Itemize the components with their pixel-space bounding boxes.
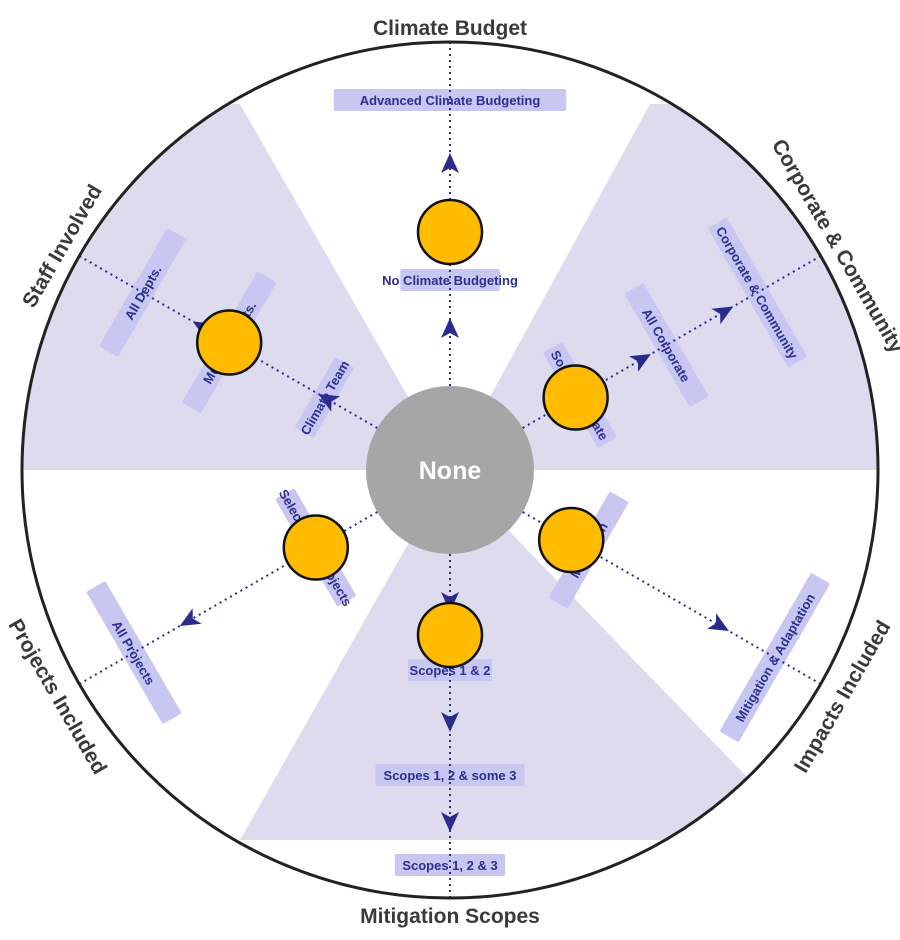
arrow-corporate-and-community-2 <box>711 306 734 325</box>
stage-band-all-corporate <box>625 283 709 407</box>
arrow-staff-involved-1 <box>318 394 341 412</box>
marker-mitigation-scopes <box>416 601 484 669</box>
stage-band-no-climate-budgeting <box>400 269 500 291</box>
arrow-climate-budget-2 <box>441 153 459 173</box>
arrow-corporate-and-community-1 <box>629 354 651 372</box>
axis-title-climate-budget: Climate Budget <box>373 17 527 40</box>
stage-label-no-climate-budgeting: No Climate Budgeting <box>382 273 518 288</box>
axis-title-mitigation-scopes: Mitigation Scopes <box>360 905 540 928</box>
arrow-projects-included-2 <box>179 608 202 626</box>
stage-band-all-projects <box>86 581 181 724</box>
arrow-mitigation-scopes-2 <box>441 712 459 732</box>
stage-label-scopes-1-2-and-some-3: Scopes 1, 2 & some 3 <box>384 768 517 783</box>
marker-impacts-included <box>537 506 605 574</box>
stage-band-mitigation-and-adaptation <box>720 573 830 742</box>
stage-label-scopes-1-2-and-3: Scopes 1, 2 & 3 <box>402 858 497 873</box>
marker-projects-included <box>282 514 350 581</box>
status-markers <box>195 198 609 669</box>
center-circle <box>366 386 534 554</box>
arrow-climate-budget-1 <box>441 318 459 338</box>
stage-band-scopes-1-2-and-3 <box>394 854 506 876</box>
arrow-mitigation-scopes-3 <box>441 812 459 832</box>
marker-staff-involved <box>195 309 263 376</box>
stage-label-advanced-climate-budgeting: Advanced Climate Budgeting <box>360 93 541 108</box>
marker-climate-budget <box>416 198 484 266</box>
wheel-outline <box>20 40 880 900</box>
stage-label-scopes-1-and-2: Scopes 1 & 2 <box>410 663 491 678</box>
stage-band-advanced-climate-budgeting <box>333 89 567 111</box>
stage-band-scopes-1-2-and-some-3 <box>375 764 525 786</box>
center-label: None <box>419 457 482 485</box>
marker-corporate-and-community <box>542 364 609 431</box>
arrow-impacts-included-2 <box>707 613 729 631</box>
